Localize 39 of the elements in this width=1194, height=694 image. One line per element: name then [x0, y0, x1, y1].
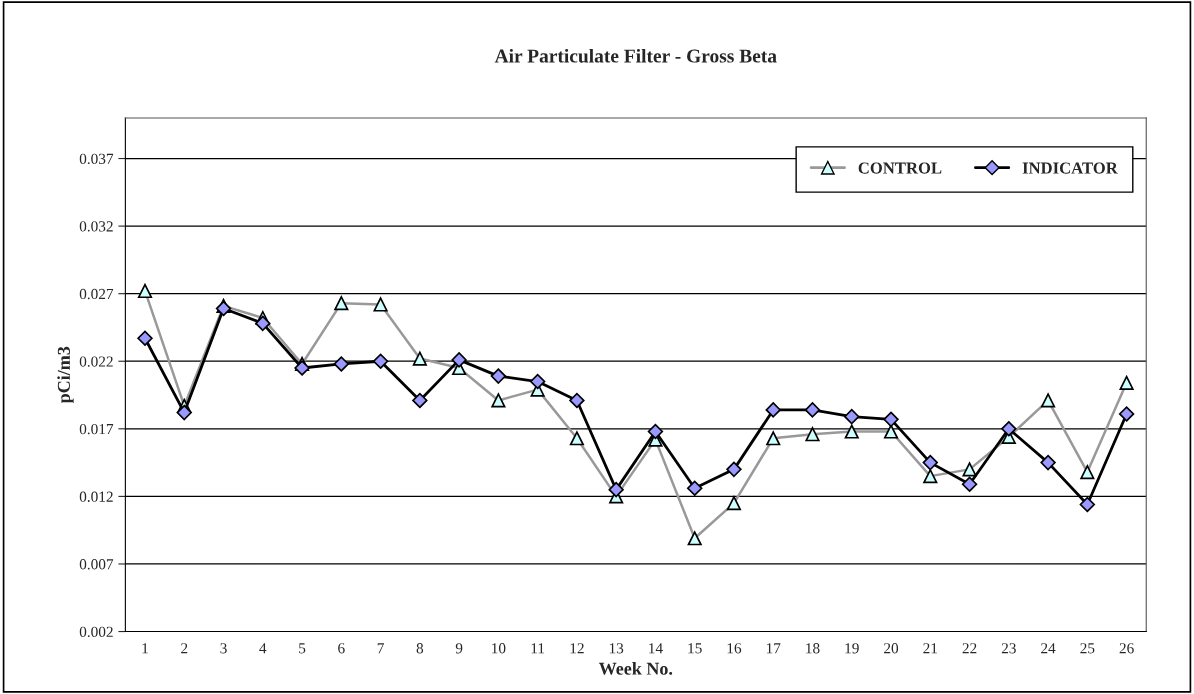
y-axis-title: pCi/m3 — [57, 346, 74, 404]
x-tick-label: 14 — [649, 643, 663, 654]
x-tick-label: 22 — [962, 643, 977, 654]
x-tick-label: 10 — [492, 643, 506, 654]
x-tick-label: 6 — [338, 643, 345, 654]
x-tick-label: 18 — [806, 643, 820, 654]
y-tick-label: 0.002 — [79, 626, 113, 638]
y-tick-label: 0.027 — [79, 288, 114, 300]
x-tick-label: 24 — [1041, 643, 1056, 654]
y-tick-label: 0.037 — [79, 153, 114, 165]
x-tick-label: 26 — [1119, 643, 1134, 654]
x-tick-label: 8 — [416, 643, 424, 654]
y-tick-label: 0.007 — [79, 559, 114, 570]
x-axis-title: Week No. — [598, 662, 673, 675]
legend-label: CONTROL — [858, 162, 942, 174]
x-tick-label: 3 — [220, 643, 227, 654]
x-tick-label: 11 — [531, 643, 545, 654]
y-tick-label: 0.012 — [79, 491, 113, 502]
x-tick-label: 21 — [923, 643, 938, 654]
x-tick-label: 15 — [688, 643, 702, 654]
x-tick-label: 12 — [570, 643, 584, 654]
x-tick-label: 23 — [1001, 643, 1016, 654]
x-tick-label: 2 — [181, 643, 188, 654]
y-tick-label: 0.022 — [79, 356, 113, 367]
x-tick-label: 5 — [299, 643, 306, 654]
chart-title: Air Particulate Filter - Gross Beta — [494, 48, 777, 63]
x-tick-label: 19 — [845, 643, 859, 654]
x-tick-label: 13 — [609, 643, 624, 654]
y-tick-label: 0.017 — [79, 423, 114, 435]
x-tick-label: 16 — [727, 643, 742, 654]
x-tick-label: 1 — [142, 643, 148, 654]
x-tick-label: 25 — [1080, 643, 1095, 654]
x-tick-label: 4 — [259, 643, 267, 654]
x-tick-label: 20 — [884, 643, 899, 654]
legend-label: INDICATOR — [1022, 162, 1118, 174]
x-tick-label: 9 — [455, 643, 463, 654]
y-tick-label: 0.032 — [79, 221, 113, 232]
x-tick-label: 17 — [766, 643, 781, 654]
x-tick-label: 7 — [377, 643, 384, 654]
